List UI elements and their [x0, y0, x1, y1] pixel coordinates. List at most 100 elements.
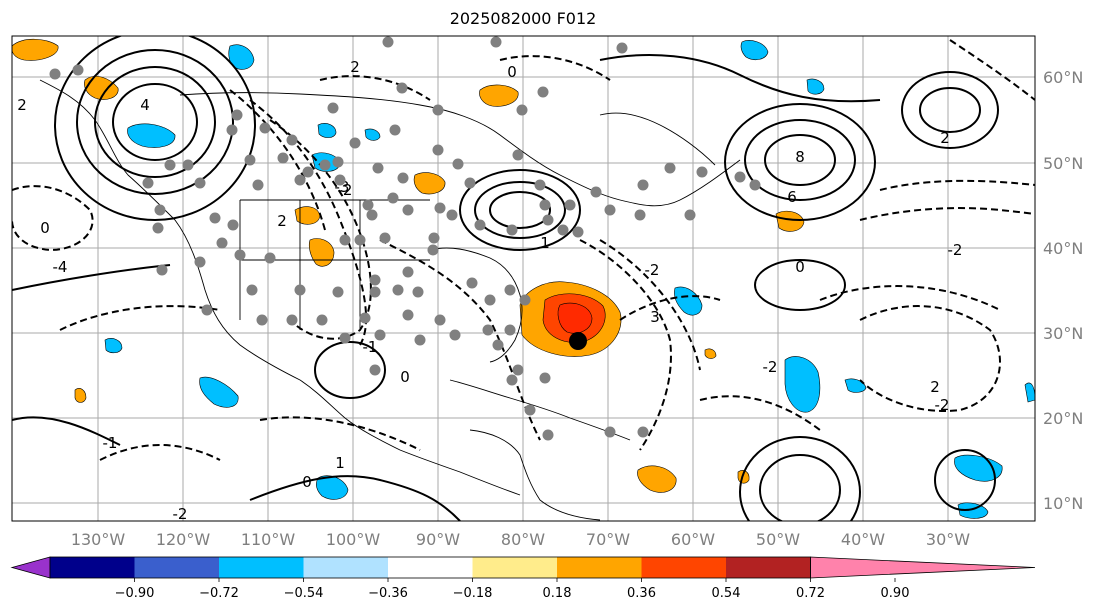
orange-patch — [12, 38, 59, 61]
blue-patch — [104, 338, 123, 354]
colorbar-segment — [134, 557, 219, 578]
observation-point — [359, 312, 371, 324]
observation-points — [49, 36, 761, 441]
blue-patch — [228, 44, 255, 70]
observation-point — [244, 154, 256, 166]
shaded-regions — [12, 38, 1035, 519]
observation-point — [512, 364, 524, 376]
observation-point — [572, 226, 584, 238]
observation-point — [696, 166, 708, 178]
observation-point — [412, 286, 424, 298]
contour-label: 0 — [507, 63, 517, 81]
observation-point — [604, 204, 616, 216]
orange-patch — [775, 210, 805, 232]
latitude-label: 50°N — [1043, 154, 1083, 173]
longitude-label: 70°W — [586, 530, 630, 549]
observation-point — [319, 159, 331, 171]
observation-point — [504, 324, 516, 336]
contour-label: 1 — [540, 234, 550, 252]
contour-label: 2 — [930, 378, 940, 396]
observation-point — [402, 266, 414, 278]
observation-point — [72, 64, 84, 76]
observation-point — [452, 158, 464, 170]
coastlines — [39, 79, 741, 521]
colorbar-arrow-left — [10, 556, 51, 579]
observation-point — [334, 174, 346, 186]
observation-point — [396, 82, 408, 94]
orange-patch — [308, 238, 335, 267]
observation-point — [339, 332, 351, 344]
blue-patch — [806, 78, 825, 95]
observation-point — [152, 222, 164, 234]
observation-point — [397, 172, 409, 184]
contour-label: 0 — [795, 258, 805, 276]
colorbar-tick-label: 0.18 — [543, 586, 572, 601]
observation-point — [534, 179, 546, 191]
observation-point — [354, 234, 366, 246]
observation-point — [256, 314, 268, 326]
blue-patch — [199, 376, 239, 408]
latitude-label: 30°N — [1043, 324, 1083, 343]
observation-point — [277, 152, 289, 164]
observation-point — [182, 159, 194, 171]
observation-point — [427, 244, 439, 256]
observation-point — [374, 329, 386, 341]
colorbar-frame — [49, 556, 811, 579]
observation-point — [464, 177, 476, 189]
observation-point — [446, 209, 458, 221]
longitude-label: 100°W — [326, 530, 381, 549]
observation-point — [286, 134, 298, 146]
observation-point — [506, 374, 518, 386]
contour-label: 3 — [650, 308, 660, 326]
contour-label: -2 — [948, 241, 963, 259]
observation-point — [294, 174, 306, 186]
observation-point — [490, 36, 502, 48]
storm-center-marker — [569, 332, 587, 350]
observation-point — [379, 232, 391, 244]
observation-point — [194, 177, 206, 189]
orange-patch — [637, 465, 677, 493]
orange-patch — [479, 84, 519, 107]
strongest-positive-core — [557, 302, 593, 334]
colorbar-segment — [219, 557, 304, 578]
observation-point — [539, 372, 551, 384]
observation-point — [432, 144, 444, 156]
observation-point — [362, 199, 374, 211]
observation-point — [264, 252, 276, 264]
contour-label: -2 — [763, 358, 778, 376]
contour-label: -1 — [103, 434, 118, 452]
colorbar-tick-label: −0.36 — [368, 586, 408, 601]
observation-point — [286, 314, 298, 326]
observation-point — [434, 314, 446, 326]
observation-point — [369, 286, 381, 298]
observation-point — [234, 249, 246, 261]
observation-point — [246, 284, 258, 296]
observation-point — [637, 426, 649, 438]
observation-point — [482, 324, 494, 336]
contour-label: 0 — [40, 219, 50, 237]
colorbar-arrow-right — [810, 556, 1036, 579]
observation-point — [332, 286, 344, 298]
observation-point — [382, 36, 394, 48]
orange-patch — [294, 206, 321, 225]
colorbar-segment — [50, 557, 135, 578]
latitude-label: 20°N — [1043, 409, 1083, 428]
colorbar-tick-label: 0.90 — [881, 586, 910, 601]
contour-label: 1 — [335, 454, 345, 472]
longitude-label: 50°W — [756, 530, 800, 549]
observation-point — [516, 104, 528, 116]
observation-point — [519, 294, 531, 306]
observation-point — [414, 334, 426, 346]
orange-patch — [704, 348, 717, 359]
observation-point — [154, 204, 166, 216]
observation-point — [142, 177, 154, 189]
contour-label: 2 — [350, 58, 360, 76]
longitude-labels: 130°W 120°W 110°W 100°W 90°W 80°W 70°W 60°W 50°W… — [71, 530, 970, 549]
blue-patch — [1024, 382, 1035, 403]
colorbar-tick-label: −0.90 — [115, 586, 155, 601]
contour-label: 4 — [140, 96, 150, 114]
observation-point — [194, 256, 206, 268]
observation-point — [201, 304, 213, 316]
contour-label: 6 — [787, 188, 797, 206]
observation-point — [366, 209, 378, 221]
